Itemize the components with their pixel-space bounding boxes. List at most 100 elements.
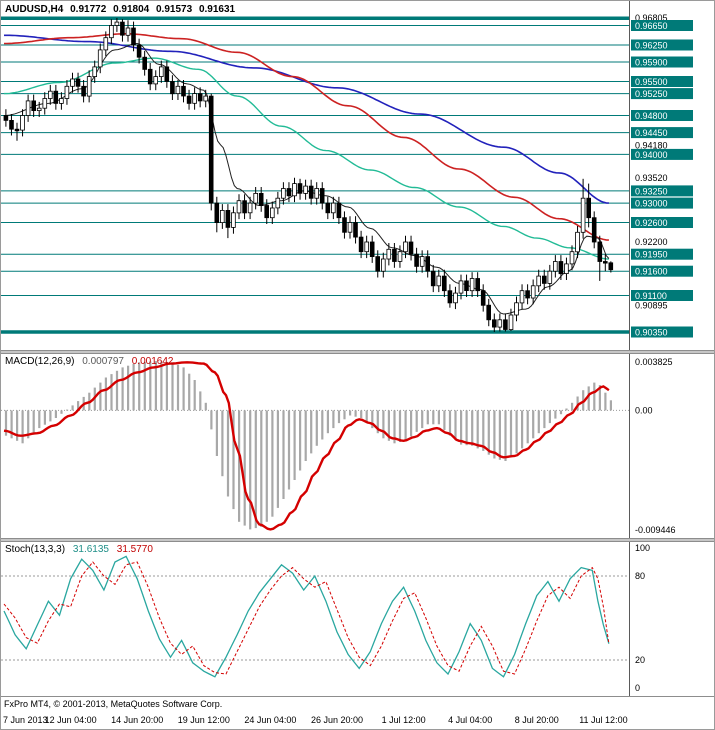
time-axis-label: 8 Jul 20:00 <box>514 715 559 725</box>
candle-body <box>353 222 358 238</box>
candle-body <box>208 95 214 204</box>
macd-axis[interactable]: 0.003825 0.00 -0.009446 <box>629 354 676 538</box>
candle-body <box>275 197 281 209</box>
candle-body <box>25 100 31 116</box>
candle-body <box>281 188 286 199</box>
stochastic-axis-label: 20 <box>635 655 645 665</box>
time-axis[interactable]: 7 Jun 2013 12 Jun 04:00 14 Jun 20:00 19 Jun… <box>1 712 714 729</box>
candle-body <box>269 207 275 219</box>
time-axis-label: 26 Jun 20:00 <box>310 715 364 725</box>
price-level-box <box>631 290 693 301</box>
stochastic-indicator-name: Stoch(13,3,3) <box>5 544 66 555</box>
price-level-label: 0.91100 <box>635 291 667 301</box>
candle-body <box>253 192 259 204</box>
candle-body <box>414 253 419 267</box>
candle-body <box>569 251 575 265</box>
time-axis-label: 4 Jul 04:00 <box>448 715 493 725</box>
candle-body <box>53 90 59 104</box>
stochastic-axis-label: 100 <box>635 543 650 553</box>
time-axis-label: 1 Jul 12:00 <box>381 715 426 725</box>
macd-main-value: 0.000797 <box>82 356 124 367</box>
candle-body <box>158 66 164 78</box>
price-level-label: 0.92600 <box>635 218 668 228</box>
stochastic-main-line <box>3 555 610 678</box>
stochastic-signal-line <box>3 561 610 675</box>
stochastic-label: Stoch(13,3,3) 31.6135 31.5770 <box>5 544 158 555</box>
candle-body <box>120 21 125 36</box>
price-level-box <box>631 248 693 260</box>
stochastic-main-value: 31.6135 <box>72 544 109 555</box>
candle-body <box>286 188 292 197</box>
time-axis-label: 11 Jul 12:00 <box>579 715 628 725</box>
price-level-box <box>631 20 693 31</box>
low-value: 0.91573 <box>156 4 193 15</box>
price-level-box <box>631 265 693 277</box>
macd-axis-label: -0.009446 <box>635 525 676 535</box>
price-level-label: 0.91600 <box>635 267 668 277</box>
price-axis[interactable]: 0.968050.941800.935200.929600.922000.908… <box>629 1 694 350</box>
macd-indicator-panel: 0.003825 0.00 -0.009446 MACD(12,26,9) 0.00… <box>1 354 714 538</box>
macd-canvas[interactable]: 0.003825 0.00 -0.009446 <box>1 354 714 538</box>
macd-axis-label: 0.00 <box>635 405 653 415</box>
price-level-label: 0.96250 <box>635 41 668 51</box>
panel-resize-divider[interactable] <box>1 538 714 542</box>
stochastic-axis-label: 0 <box>635 683 640 693</box>
price-level-box <box>631 88 693 100</box>
candle-body <box>586 197 591 219</box>
stochastic-axis[interactable]: 100 80 20 0 <box>629 542 651 696</box>
candle-body <box>503 319 508 330</box>
candle-body <box>64 85 70 99</box>
candle-body <box>292 183 297 197</box>
price-tick-label: 0.96805 <box>635 13 668 23</box>
candle-body <box>430 270 436 287</box>
candle-body <box>469 278 475 292</box>
candle-body <box>31 100 36 112</box>
candle-body <box>297 183 303 194</box>
price-level-label: 0.93250 <box>635 186 668 196</box>
candlestick-series <box>3 18 614 332</box>
candle-body <box>109 25 114 39</box>
candle-body <box>42 98 48 109</box>
candle-body <box>369 241 375 258</box>
candle-body <box>258 192 264 206</box>
ma-medium-red <box>4 33 609 241</box>
price-level-box <box>631 148 693 160</box>
price-level-label: 0.94800 <box>635 111 668 121</box>
price-chart-canvas[interactable]: 0.968050.941800.935200.929600.922000.908… <box>1 1 714 350</box>
candle-body <box>225 209 231 228</box>
candle-body <box>342 217 347 233</box>
candle-body <box>436 275 442 287</box>
candle-body <box>330 202 336 214</box>
price-level-label: 0.95900 <box>635 58 668 68</box>
candle-body <box>70 78 75 87</box>
candle-body <box>219 209 225 223</box>
candle-body <box>308 185 314 199</box>
candle-body <box>92 66 98 78</box>
candle-body <box>536 275 541 287</box>
candle-body <box>486 304 491 321</box>
candle-body <box>591 217 597 243</box>
candle-body <box>14 128 20 132</box>
panel-resize-divider[interactable] <box>1 350 714 354</box>
candle-body <box>247 202 253 214</box>
candle-body <box>447 290 453 304</box>
ma-fast-green <box>4 57 609 260</box>
candle-body <box>558 261 564 275</box>
time-axis-label: 14 Jun 20:00 <box>111 715 164 725</box>
macd-histogram <box>4 361 612 530</box>
candle-body <box>542 275 547 284</box>
candle-body <box>81 85 86 97</box>
candle-body <box>380 258 386 272</box>
candle-body <box>336 202 342 219</box>
macd-axis-label: 0.003825 <box>635 357 673 367</box>
stochastic-canvas[interactable]: 100 80 20 0 <box>1 542 714 696</box>
time-axis-label: 12 Jun 04:00 <box>44 715 97 725</box>
stochastic-axis-label: 80 <box>635 571 645 581</box>
high-value: 0.91804 <box>113 4 150 15</box>
candle-body <box>75 78 81 87</box>
price-level-label: 0.91950 <box>635 250 668 260</box>
candle-body <box>192 93 197 104</box>
candle-body <box>181 85 186 97</box>
candle-body <box>364 241 369 253</box>
price-level-label: 0.93000 <box>635 199 668 209</box>
